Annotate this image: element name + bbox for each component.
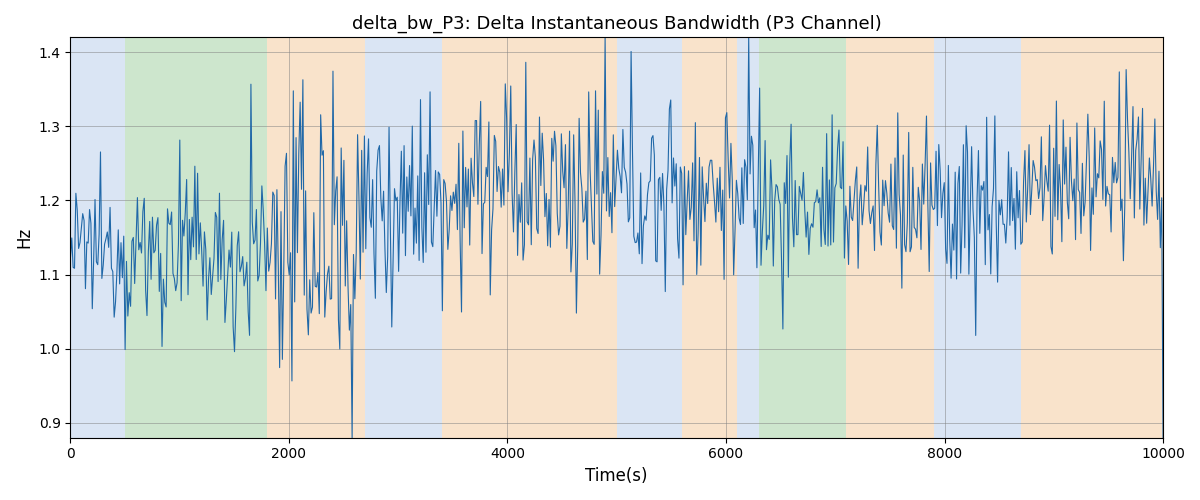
Bar [268, 38, 366, 438]
X-axis label: Time(s): Time(s) [586, 467, 648, 485]
Y-axis label: Hz: Hz [14, 227, 32, 248]
Bar [683, 38, 737, 438]
Bar [71, 38, 125, 438]
Bar [846, 38, 934, 438]
Bar [758, 38, 846, 438]
Bar [1021, 38, 1163, 438]
Bar [366, 38, 442, 438]
Bar [737, 38, 758, 438]
Bar [442, 38, 617, 438]
Title: delta_bw_P3: Delta Instantaneous Bandwidth (P3 Channel): delta_bw_P3: Delta Instantaneous Bandwid… [352, 15, 882, 34]
Bar [125, 38, 268, 438]
Bar [934, 38, 1021, 438]
Bar [617, 38, 683, 438]
